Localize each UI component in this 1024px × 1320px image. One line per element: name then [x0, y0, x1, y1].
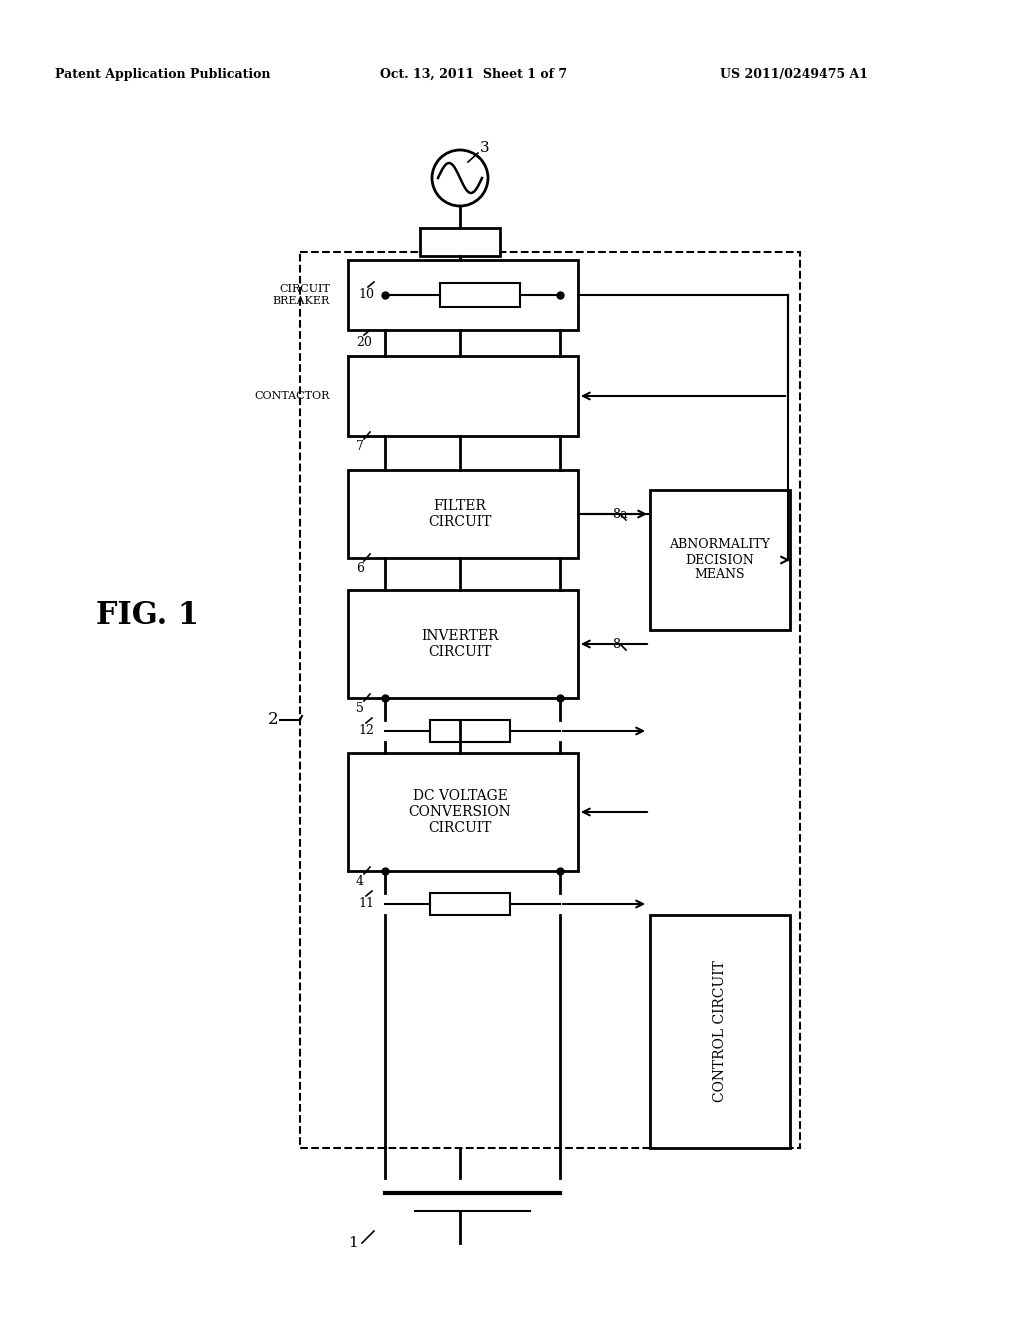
Text: Oct. 13, 2011  Sheet 1 of 7: Oct. 13, 2011 Sheet 1 of 7 — [380, 69, 567, 81]
Text: 6: 6 — [356, 562, 364, 576]
Text: CIRCUIT
BREAKER: CIRCUIT BREAKER — [272, 284, 330, 306]
Text: 20: 20 — [356, 337, 372, 348]
Text: CONTROL CIRCUIT: CONTROL CIRCUIT — [713, 961, 727, 1102]
Text: FIG. 1: FIG. 1 — [96, 599, 200, 631]
Text: 1: 1 — [348, 1236, 358, 1250]
Bar — [430, 894, 510, 915]
Bar — [348, 752, 578, 871]
Bar — [650, 915, 790, 1148]
Text: INVERTER
CIRCUIT: INVERTER CIRCUIT — [421, 628, 499, 659]
Text: 12: 12 — [358, 723, 374, 737]
Text: Patent Application Publication: Patent Application Publication — [55, 69, 270, 81]
Text: DC VOLTAGE
CONVERSION
CIRCUIT: DC VOLTAGE CONVERSION CIRCUIT — [409, 789, 511, 836]
Text: 8a: 8a — [612, 507, 628, 520]
Bar — [348, 260, 578, 330]
Bar — [420, 228, 500, 256]
Text: 2: 2 — [267, 711, 278, 729]
Bar — [430, 719, 510, 742]
Text: 7: 7 — [356, 440, 364, 453]
Text: 3: 3 — [480, 141, 489, 154]
Bar — [300, 252, 800, 1148]
Text: 4: 4 — [356, 875, 364, 888]
Bar — [440, 282, 520, 308]
Text: 10: 10 — [358, 288, 374, 301]
Text: 11: 11 — [358, 898, 374, 909]
Text: 8: 8 — [612, 638, 620, 651]
Bar — [650, 490, 790, 630]
Bar — [348, 470, 578, 558]
Text: FILTER
CIRCUIT: FILTER CIRCUIT — [428, 499, 492, 529]
Text: CONTACTOR: CONTACTOR — [255, 391, 330, 401]
Text: ABNORMALITY
DECISION
MEANS: ABNORMALITY DECISION MEANS — [670, 539, 770, 582]
Text: US 2011/0249475 A1: US 2011/0249475 A1 — [720, 69, 868, 81]
Bar — [348, 356, 578, 436]
Text: 5: 5 — [356, 702, 364, 715]
Bar — [348, 590, 578, 698]
